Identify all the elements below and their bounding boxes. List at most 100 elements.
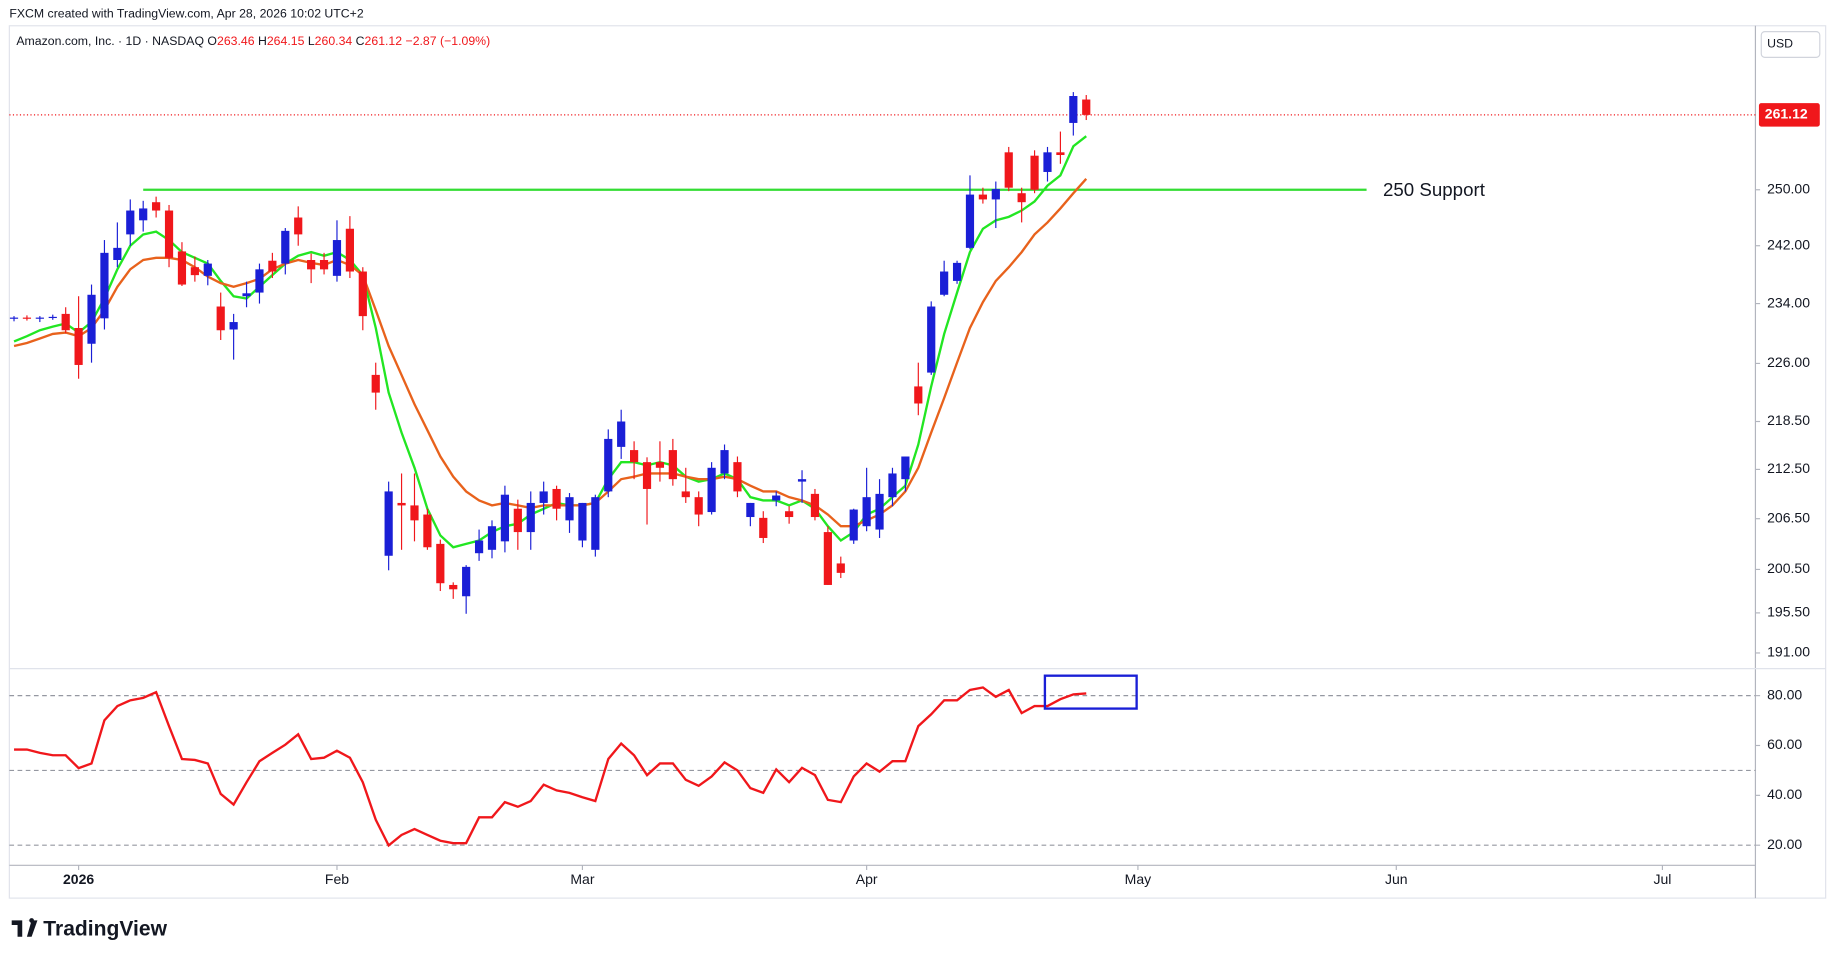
last-price-box <box>1758 103 1820 127</box>
legend-key: H <box>258 34 267 48</box>
candle-body <box>345 228 354 272</box>
legend-value: 264.15 <box>267 34 305 48</box>
candle-body <box>229 322 238 330</box>
candle-body <box>255 269 264 293</box>
candle-body <box>307 260 316 270</box>
candle-body <box>694 497 703 515</box>
candle-body <box>1030 155 1039 190</box>
candle-body <box>87 294 96 344</box>
y-tick-label: 250.00 <box>1767 180 1810 196</box>
x-tick-label: Jul <box>1653 871 1671 887</box>
x-tick-label: May <box>1125 871 1152 887</box>
y-tick-label: 191.00 <box>1767 644 1810 660</box>
legend-key: C <box>356 34 365 48</box>
candle-body <box>1056 152 1065 156</box>
candle-body <box>797 479 807 482</box>
candle-body <box>604 438 613 492</box>
candle-body <box>772 495 781 501</box>
x-tick-label: Mar <box>570 871 594 887</box>
candle-body <box>927 306 936 373</box>
candle-body <box>74 328 83 365</box>
x-tick-label: 2026 <box>63 871 94 887</box>
legend-value: 260.34 <box>315 34 353 48</box>
candle-body <box>384 491 393 556</box>
candle-body <box>48 316 57 319</box>
candle-body <box>759 517 768 538</box>
candle-body <box>294 217 303 235</box>
y-tick-label: 234.00 <box>1767 294 1810 310</box>
y-tick-label: 242.00 <box>1767 236 1810 252</box>
currency-box <box>1760 31 1821 58</box>
candle-body <box>668 450 677 480</box>
candle-body <box>513 508 522 533</box>
legend-change: −2.87 (−1.09%) <box>406 34 491 48</box>
candle-body <box>1017 193 1026 203</box>
candle-body <box>177 251 187 285</box>
candle-body <box>164 210 174 258</box>
x-tick-label: Jun <box>1385 871 1408 887</box>
candle-body <box>319 260 329 270</box>
candle-body <box>526 502 535 533</box>
candle-body <box>565 497 574 521</box>
y-tick-label: 195.50 <box>1767 604 1810 620</box>
legend-key: O <box>207 34 217 48</box>
x-tick-label: Apr <box>856 871 878 887</box>
candle-body <box>462 566 471 597</box>
candle-body <box>423 514 432 548</box>
logo: TradingView <box>11 917 168 940</box>
candle-body <box>410 505 419 521</box>
candle-body <box>810 493 820 518</box>
header-text: FXCM created with TradingView.com, Apr 2… <box>9 6 363 20</box>
candle-body <box>1043 152 1052 172</box>
candle-body <box>1004 152 1013 188</box>
candle-body <box>371 374 380 393</box>
candle-body <box>22 317 32 319</box>
y-tick-label: 212.50 <box>1767 460 1810 476</box>
candle-body <box>875 493 884 530</box>
candle-body <box>268 260 277 272</box>
y-tick-label: 80.00 <box>1767 686 1802 702</box>
moving-average <box>13 178 1088 528</box>
candle-body <box>242 293 251 297</box>
y-tick-label: 20.00 <box>1767 836 1802 852</box>
candle-body <box>552 488 561 509</box>
candle-body <box>203 263 212 276</box>
candle-body <box>35 317 44 319</box>
candle-body <box>642 462 652 489</box>
candle-body <box>449 584 458 590</box>
y-tick-label: 200.50 <box>1767 560 1810 576</box>
candle-body <box>358 271 367 317</box>
candle-body <box>1069 96 1078 123</box>
candle-body <box>952 262 962 281</box>
candle-body <box>474 540 484 554</box>
candle-body <box>216 306 225 331</box>
candle-body <box>836 563 845 573</box>
y-tick-label: 226.00 <box>1767 354 1810 370</box>
candle-body <box>991 189 1000 200</box>
candle-body <box>914 386 923 404</box>
x-tick-label: Feb <box>325 871 349 887</box>
candle-body <box>100 252 109 319</box>
candle-body <box>965 194 975 248</box>
candle-body <box>397 502 406 506</box>
candle-body <box>9 317 19 319</box>
currency: USD <box>1767 37 1793 51</box>
candle-body <box>436 543 445 584</box>
candle-body <box>707 467 716 513</box>
candle-body <box>785 511 794 518</box>
candle-body <box>655 462 665 468</box>
last-price-label: 261.12 <box>1765 106 1808 122</box>
y-tick-label: 218.50 <box>1767 412 1810 428</box>
candle-body <box>190 267 199 276</box>
moving-average <box>13 135 1087 549</box>
candle-body <box>332 240 342 276</box>
candle-body <box>487 526 497 550</box>
y-tick-label: 60.00 <box>1767 736 1802 752</box>
candle-body <box>901 456 910 480</box>
frame <box>8 25 1827 899</box>
candle-body <box>823 532 832 585</box>
candle-body <box>746 502 755 518</box>
candle-body <box>617 421 626 447</box>
highlight-box <box>1043 674 1138 710</box>
